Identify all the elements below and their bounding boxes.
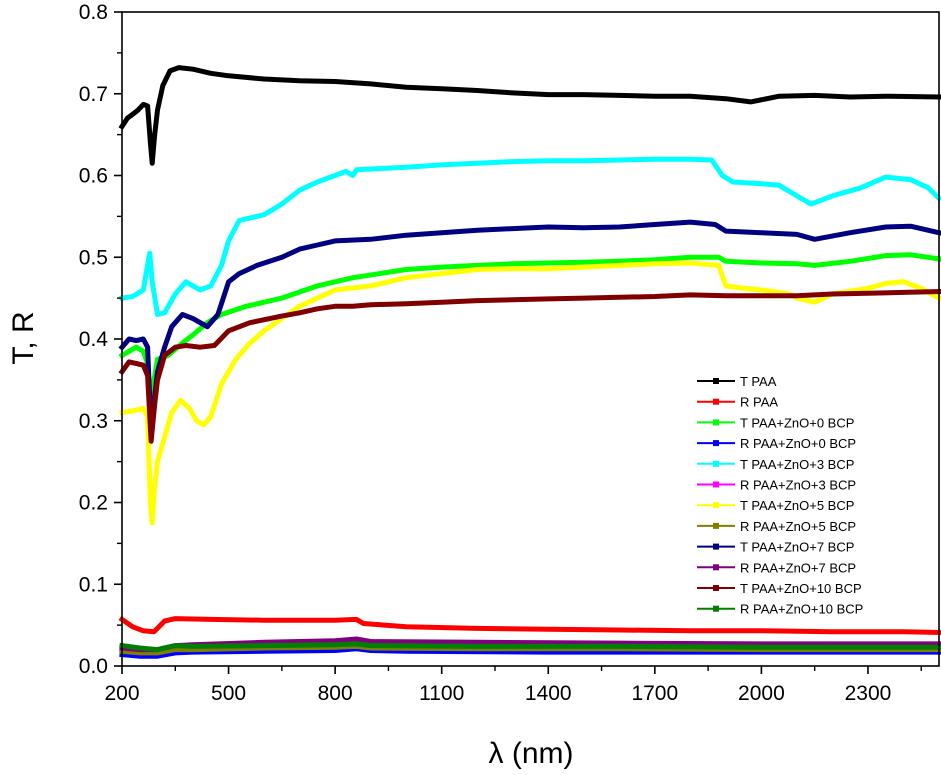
legend-swatch-marker xyxy=(713,440,719,447)
legend-label: T PAA+ZnO+5 BCP xyxy=(740,498,854,513)
legend-item: T PAA+ZnO+10 BCP xyxy=(697,581,862,596)
x-tick-label: 1100 xyxy=(419,682,464,705)
series-layer xyxy=(118,65,941,659)
legend-swatch-marker xyxy=(713,543,719,550)
legend-item: R PAA+ZnO+0 BCP xyxy=(697,436,856,451)
legend-swatch-marker xyxy=(713,398,719,405)
legend-label: T PAA xyxy=(740,374,777,389)
x-tick-label: 800 xyxy=(318,682,353,705)
legend-swatch-marker xyxy=(713,481,719,488)
legend-label: T PAA+ZnO+10 BCP xyxy=(740,581,862,596)
x-axis-title: λ (nm) xyxy=(489,737,574,770)
x-tick-label: 2000 xyxy=(738,682,785,705)
y-tick-label: 0.7 xyxy=(79,83,108,106)
y-tick-label: 0.1 xyxy=(79,573,108,596)
y-tick-label: 0.4 xyxy=(79,328,109,351)
legend-item: T PAA+ZnO+5 BCP xyxy=(697,498,854,513)
legend-item: T PAA xyxy=(697,374,777,389)
legend-label: R PAA+ZnO+10 BCP xyxy=(740,602,863,617)
series-line-11 xyxy=(118,289,941,444)
legend-item: T PAA+ZnO+7 BCP xyxy=(697,540,854,555)
legend-label: T PAA+ZnO+0 BCP xyxy=(740,415,854,430)
x-tick-label: 1400 xyxy=(525,682,572,705)
legend-label: T PAA+ZnO+3 BCP xyxy=(740,457,854,472)
y-tick-label: 0.6 xyxy=(79,165,108,188)
legend-swatch-marker xyxy=(713,502,719,509)
series-line-1 xyxy=(118,65,941,166)
legend-item: T PAA+ZnO+0 BCP xyxy=(697,415,854,430)
legend-item: R PAA+ZnO+3 BCP xyxy=(697,478,856,493)
legend-swatch-marker xyxy=(713,460,719,467)
series-line-4 xyxy=(119,646,941,659)
x-tick-label: 500 xyxy=(211,682,246,705)
legend-item: R PAA+ZnO+5 BCP xyxy=(697,519,856,534)
x-tick-label: 1700 xyxy=(631,682,678,705)
axes-layer: 200 500 800 1100 1400 1700 2000 2300 0.0 0.1 0.2 0.… xyxy=(79,1,940,705)
legend-swatch-marker xyxy=(713,605,719,612)
series-line-2 xyxy=(118,615,941,636)
y-tick-label: 0.0 xyxy=(79,655,108,678)
legend-item: R PAA+ZnO+7 BCP xyxy=(697,560,856,575)
legend-label: R PAA+ZnO+0 BCP xyxy=(740,436,856,451)
legend-label: R PAA+ZnO+5 BCP xyxy=(740,519,856,534)
legend-item: R PAA xyxy=(697,395,778,410)
legend-label: R PAA+ZnO+7 BCP xyxy=(740,560,856,575)
legend-swatch-marker xyxy=(713,564,719,571)
y-tick-label: 0.2 xyxy=(79,492,108,515)
legend-label: T PAA+ZnO+7 BCP xyxy=(740,540,854,555)
legend-swatch-marker xyxy=(713,378,719,384)
legend: T PAA R PAA T PAA+ZnO+0 BCP R PAA+ZnO+0 BCP… xyxy=(697,374,863,617)
y-tick-label: 0.3 xyxy=(79,410,108,433)
legend-label: R PAA xyxy=(740,395,778,410)
legend-swatch-marker xyxy=(713,419,719,426)
legend-swatch-marker xyxy=(713,522,719,529)
legend-item: R PAA+ZnO+10 BCP xyxy=(697,602,863,617)
x-tick-label: 200 xyxy=(104,682,139,705)
y-axis-title: T, R xyxy=(7,311,40,364)
series-line-5 xyxy=(119,156,941,317)
x-tick-label: 2300 xyxy=(845,682,892,705)
legend-swatch-marker xyxy=(713,585,719,591)
series-line-12 xyxy=(119,641,941,653)
y-tick-label: 0.5 xyxy=(79,246,108,269)
legend-item: T PAA+ZnO+3 BCP xyxy=(697,457,854,472)
y-tick-label: 0.8 xyxy=(79,1,108,24)
legend-label: R PAA+ZnO+3 BCP xyxy=(740,478,856,493)
